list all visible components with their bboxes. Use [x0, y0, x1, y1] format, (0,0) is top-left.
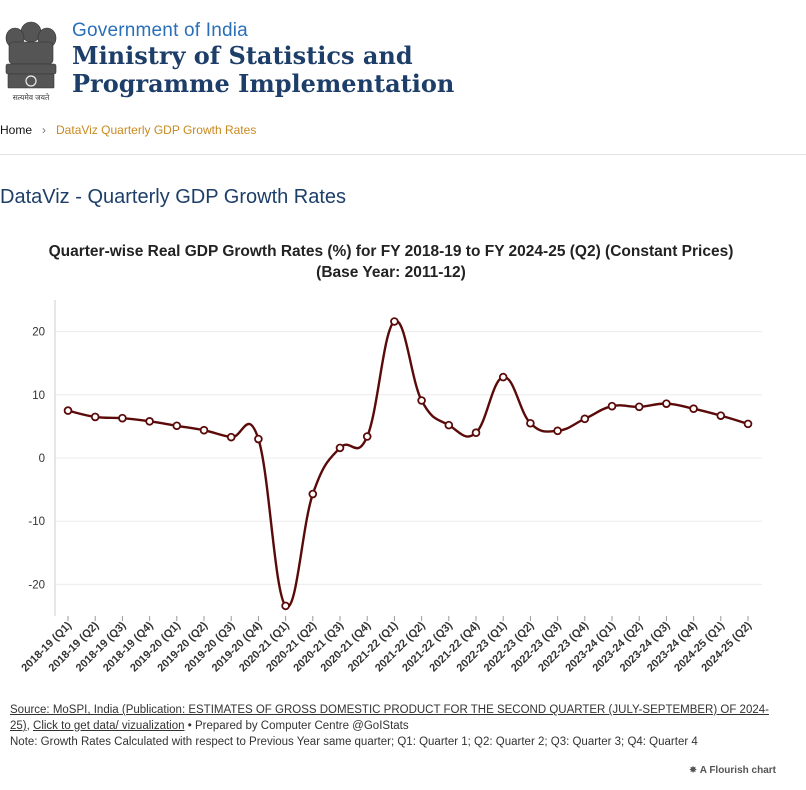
breadcrumb-home-link[interactable]: Home — [0, 123, 33, 137]
flourish-label: A Flourish chart — [699, 765, 776, 776]
data-point[interactable] — [390, 317, 399, 326]
breadcrumb-current: DataViz Quarterly GDP Growth Rates — [56, 123, 257, 137]
data-point[interactable] — [634, 402, 644, 412]
data-link[interactable]: Click to get data/ vizualization — [33, 720, 185, 732]
data-point[interactable] — [580, 414, 590, 424]
emblem-caption: सत्यमेव जयते — [13, 93, 50, 102]
note-line: Note: Growth Rates Calculated with respe… — [10, 736, 698, 748]
y-tick-label: 20 — [32, 327, 45, 339]
chart-title-line1: Quarter-wise Real GDP Growth Rates (%) f… — [48, 243, 734, 260]
site-header: सत्यमेव जयते Government of India Ministr… — [0, 0, 806, 110]
data-point[interactable] — [63, 406, 73, 415]
data-point[interactable] — [254, 434, 263, 444]
gov-india-label: Government of India — [72, 20, 248, 41]
header-divider — [0, 154, 806, 155]
data-point[interactable] — [199, 425, 209, 435]
breadcrumb-chevron-icon: › — [42, 123, 47, 137]
national-emblem-icon[interactable]: सत्यमेव जयते — [0, 12, 62, 104]
page-title: DataViz - Quarterly GDP Growth Rates — [0, 186, 347, 208]
data-point[interactable] — [417, 396, 426, 405]
data-point[interactable] — [662, 399, 671, 408]
data-point[interactable] — [308, 489, 318, 499]
flourish-star-icon: ✸ — [688, 765, 698, 776]
gdp-line-chart[interactable]: -20 -10 0 10 20 2018-19 (Q1)2018-19 (Q2)2018… — [0, 290, 806, 700]
prepared-by: • Prepared by Computer Centre @GoIStats — [187, 720, 409, 732]
data-point[interactable] — [172, 421, 182, 431]
data-point[interactable] — [471, 428, 481, 438]
data-point[interactable] — [118, 413, 127, 423]
data-points[interactable] — [63, 317, 753, 611]
data-point[interactable] — [226, 432, 236, 442]
data-point[interactable] — [281, 601, 290, 611]
y-tick-label: -20 — [28, 579, 45, 591]
axes — [54, 300, 749, 621]
grid-lines — [55, 331, 762, 585]
y-tick-label: 10 — [32, 390, 45, 402]
ministry-name-line2: Programme Implementation — [72, 69, 455, 98]
chart-footer: Source: MoSPI, India (Publication: ESTIM… — [10, 702, 770, 750]
chart-title: Quarter-wise Real GDP Growth Rates (%) f… — [0, 241, 782, 283]
series-layer — [67, 320, 749, 608]
data-point[interactable] — [553, 426, 562, 436]
series-line — [67, 320, 749, 608]
data-point[interactable] — [145, 417, 154, 426]
y-tick-label: 0 — [39, 453, 45, 465]
data-point[interactable] — [362, 432, 372, 441]
y-tick-labels: -20 -10 0 10 20 — [28, 327, 45, 592]
flourish-credit[interactable]: ✸ A Flourish chart — [689, 765, 776, 776]
breadcrumb: Home › DataViz Quarterly GDP Growth Rates — [0, 123, 256, 137]
data-point[interactable] — [444, 420, 454, 430]
source-link[interactable]: Source: MoSPI, India (Publication: ESTIM… — [10, 704, 769, 732]
data-point[interactable] — [526, 418, 535, 428]
data-point[interactable] — [716, 411, 726, 420]
y-tick-label: -10 — [28, 516, 45, 528]
data-point[interactable] — [335, 443, 345, 453]
chart-title-line2: (Base Year: 2011-12) — [316, 264, 466, 281]
data-point[interactable] — [743, 419, 753, 429]
data-point[interactable] — [607, 401, 617, 411]
data-point[interactable] — [689, 404, 698, 414]
data-point[interactable] — [90, 412, 100, 422]
x-tick-labels: 2018-19 (Q1)2018-19 (Q2)2018-19 (Q3)2018… — [19, 619, 754, 674]
ministry-name-line1: Ministry of Statistics and — [72, 41, 413, 70]
source-line: Source: MoSPI, India (Publication: ESTIM… — [10, 704, 769, 732]
ministry-name[interactable]: Ministry of Statistics and Programme Imp… — [72, 42, 454, 98]
data-point[interactable] — [498, 372, 508, 382]
